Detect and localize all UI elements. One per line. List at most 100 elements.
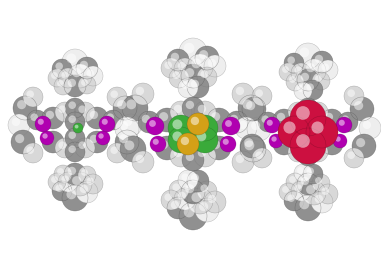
Circle shape	[27, 110, 47, 130]
Circle shape	[181, 173, 189, 181]
Circle shape	[232, 151, 254, 173]
Circle shape	[251, 121, 260, 130]
Circle shape	[322, 188, 329, 195]
Circle shape	[350, 97, 374, 121]
Circle shape	[341, 116, 349, 123]
Circle shape	[99, 116, 115, 132]
Circle shape	[132, 151, 154, 173]
Circle shape	[315, 195, 323, 203]
Circle shape	[264, 117, 280, 133]
Circle shape	[335, 136, 341, 142]
Circle shape	[172, 71, 180, 79]
Circle shape	[8, 114, 30, 136]
Circle shape	[295, 43, 321, 69]
Circle shape	[235, 117, 257, 139]
Circle shape	[86, 69, 94, 77]
Circle shape	[72, 68, 81, 77]
Circle shape	[299, 47, 309, 57]
Circle shape	[191, 117, 199, 125]
Circle shape	[321, 109, 343, 131]
Circle shape	[169, 180, 189, 200]
Circle shape	[52, 59, 72, 79]
Circle shape	[187, 113, 209, 135]
Circle shape	[283, 121, 296, 134]
Circle shape	[242, 97, 266, 121]
Circle shape	[125, 140, 134, 150]
Circle shape	[75, 125, 78, 128]
Circle shape	[286, 73, 304, 91]
Circle shape	[136, 155, 144, 163]
Circle shape	[178, 170, 198, 190]
Circle shape	[298, 146, 318, 166]
Circle shape	[278, 116, 310, 148]
Circle shape	[136, 87, 144, 95]
Circle shape	[312, 174, 330, 192]
Circle shape	[51, 176, 58, 183]
Circle shape	[124, 118, 132, 126]
Circle shape	[155, 136, 179, 160]
Circle shape	[61, 175, 69, 183]
Circle shape	[308, 142, 328, 162]
Circle shape	[339, 120, 345, 126]
Circle shape	[261, 116, 269, 123]
Circle shape	[13, 96, 37, 120]
Circle shape	[69, 116, 76, 123]
Circle shape	[184, 43, 194, 53]
Circle shape	[182, 97, 204, 119]
Circle shape	[319, 127, 325, 133]
Circle shape	[187, 76, 209, 98]
Circle shape	[236, 87, 244, 95]
Circle shape	[81, 79, 88, 86]
Circle shape	[115, 130, 139, 154]
Circle shape	[181, 180, 205, 204]
Circle shape	[289, 176, 296, 183]
Circle shape	[149, 120, 156, 127]
Circle shape	[363, 121, 371, 129]
Circle shape	[69, 145, 76, 153]
Circle shape	[159, 112, 168, 121]
Circle shape	[208, 195, 216, 203]
Circle shape	[289, 76, 296, 83]
Circle shape	[68, 167, 76, 175]
Circle shape	[194, 145, 216, 167]
Circle shape	[191, 59, 201, 68]
Circle shape	[207, 108, 231, 132]
Circle shape	[78, 105, 86, 113]
Circle shape	[113, 96, 137, 120]
Circle shape	[122, 95, 148, 121]
Circle shape	[240, 134, 264, 158]
Circle shape	[284, 191, 304, 211]
Circle shape	[297, 85, 304, 92]
Circle shape	[211, 112, 220, 121]
Circle shape	[322, 63, 329, 71]
Circle shape	[58, 141, 66, 149]
Circle shape	[299, 199, 309, 209]
Circle shape	[83, 66, 103, 86]
Circle shape	[204, 191, 226, 213]
Circle shape	[167, 49, 189, 71]
Circle shape	[86, 107, 108, 129]
Circle shape	[142, 115, 150, 123]
Circle shape	[306, 185, 315, 194]
Circle shape	[344, 148, 364, 168]
Circle shape	[172, 183, 180, 191]
Circle shape	[302, 59, 326, 83]
Circle shape	[54, 165, 72, 183]
Circle shape	[98, 133, 104, 139]
Circle shape	[80, 61, 88, 69]
Circle shape	[269, 134, 283, 148]
Circle shape	[236, 155, 244, 163]
Circle shape	[220, 136, 236, 152]
Circle shape	[252, 86, 272, 106]
Circle shape	[182, 149, 204, 171]
Circle shape	[17, 100, 26, 109]
Circle shape	[208, 59, 216, 67]
Circle shape	[115, 117, 139, 141]
Circle shape	[161, 58, 181, 78]
Circle shape	[282, 186, 289, 193]
Circle shape	[311, 121, 323, 134]
Circle shape	[239, 121, 247, 129]
Circle shape	[173, 131, 182, 141]
Circle shape	[52, 181, 72, 201]
Circle shape	[271, 136, 277, 142]
